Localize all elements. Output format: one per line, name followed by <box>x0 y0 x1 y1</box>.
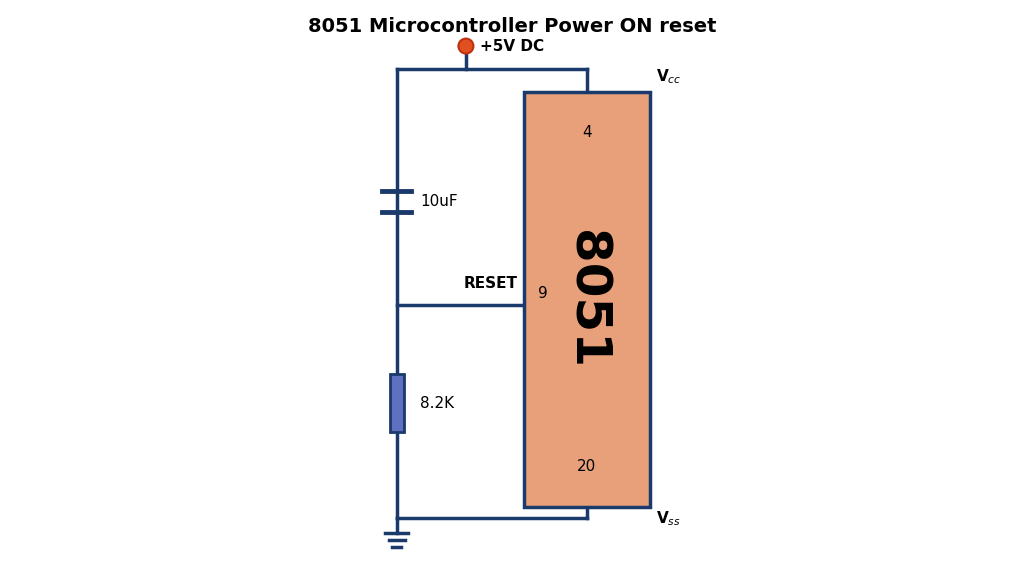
Circle shape <box>459 39 473 54</box>
Text: 8051: 8051 <box>563 230 611 369</box>
Text: 8.2K: 8.2K <box>420 396 454 411</box>
Text: +5V DC: +5V DC <box>480 39 545 54</box>
Text: 9: 9 <box>538 286 548 301</box>
Text: 10uF: 10uF <box>420 194 458 209</box>
Text: 8051 Microcontroller Power ON reset: 8051 Microcontroller Power ON reset <box>308 17 716 36</box>
Text: V$_{ss}$: V$_{ss}$ <box>656 509 681 528</box>
Bar <box>523 92 650 507</box>
Text: 4: 4 <box>582 125 592 140</box>
Text: 20: 20 <box>578 459 597 474</box>
Text: V$_{cc}$: V$_{cc}$ <box>656 68 682 86</box>
Bar <box>389 374 404 432</box>
Text: RESET: RESET <box>464 276 518 291</box>
